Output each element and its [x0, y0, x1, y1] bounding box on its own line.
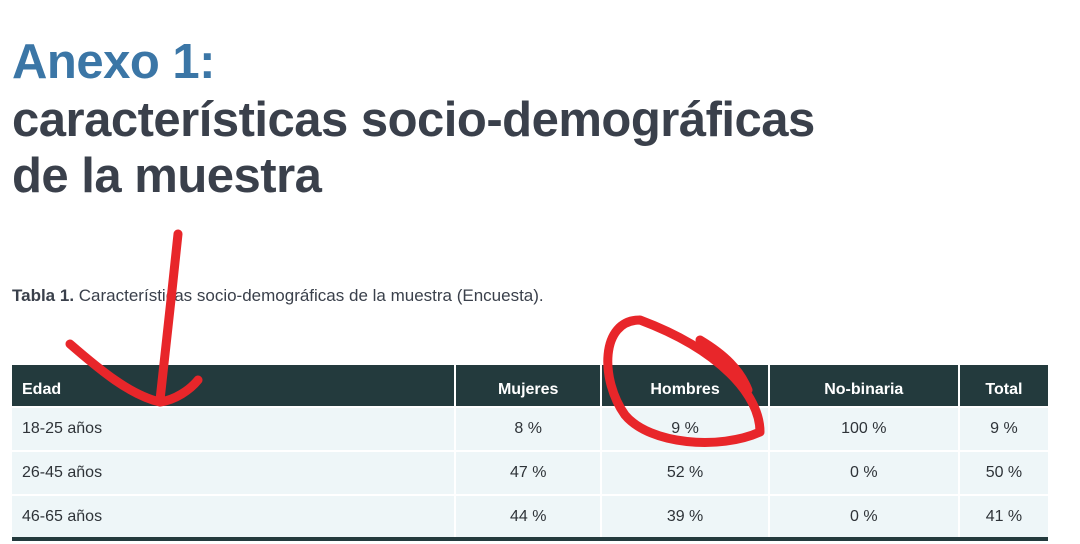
- cell: 50 %: [957, 450, 1048, 495]
- table-body: 18-25 años 8 % 9 % 100 % 9 % 26-45 años 47 % 52…: [12, 406, 1048, 541]
- cell: 44 %: [453, 494, 602, 541]
- cell: 0 %: [767, 450, 959, 495]
- column-header: Edad: [12, 365, 455, 407]
- column-header: Hombres: [600, 365, 769, 407]
- column-header: Mujeres: [453, 365, 602, 407]
- table-row: 46-65 años 44 % 39 % 0 % 41 %: [12, 494, 1048, 541]
- cell: 9 %: [600, 406, 769, 451]
- cell: 9 %: [957, 406, 1048, 451]
- row-label: 46-65 años: [12, 494, 455, 541]
- cell: 47 %: [453, 450, 602, 495]
- column-header: No-binaria: [767, 365, 959, 407]
- row-label: 18-25 años: [12, 406, 455, 451]
- table-row: 26-45 años 47 % 52 % 0 % 50 %: [12, 450, 1048, 495]
- title-line: de la muestra: [12, 149, 322, 203]
- column-header: Total: [957, 365, 1048, 407]
- cell: 39 %: [600, 494, 769, 541]
- cell: 41 %: [957, 494, 1048, 541]
- header-row: Edad Mujeres Hombres No-binaria Total: [12, 365, 1048, 407]
- table-row: 18-25 años 8 % 9 % 100 % 9 %: [12, 406, 1048, 451]
- cell: 52 %: [600, 450, 769, 495]
- cell: 0 %: [767, 494, 959, 541]
- row-label: 26-45 años: [12, 450, 455, 495]
- table: Edad Mujeres Hombres No-binaria Total 18…: [12, 365, 1048, 541]
- cell: 100 %: [767, 406, 959, 451]
- caption: Tabla 1. Características socio-demográfi…: [12, 286, 544, 306]
- title-line: características socio-demográficas: [12, 93, 815, 147]
- caption-text: Características socio-demográficas de la…: [78, 286, 544, 305]
- cell: 8 %: [453, 406, 602, 451]
- title-prefix: Anexo 1:: [12, 35, 215, 89]
- caption-label: Tabla 1.: [12, 286, 75, 305]
